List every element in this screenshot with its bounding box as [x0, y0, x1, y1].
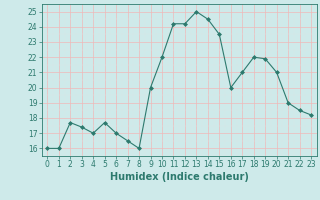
X-axis label: Humidex (Indice chaleur): Humidex (Indice chaleur) — [110, 172, 249, 182]
